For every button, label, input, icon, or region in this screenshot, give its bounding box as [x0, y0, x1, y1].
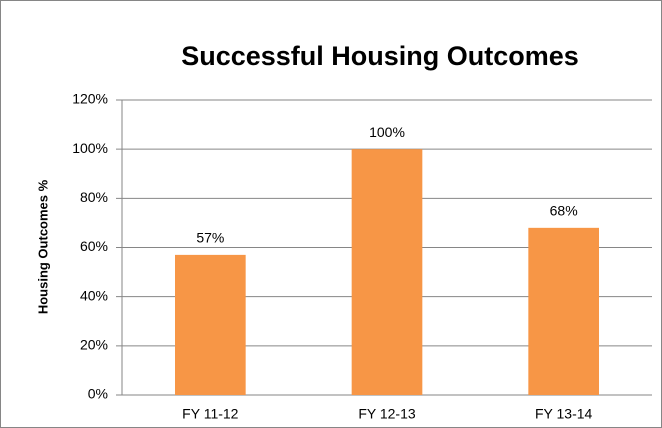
bar	[528, 227, 599, 395]
bar	[175, 254, 246, 395]
x-tick-label: FY 11-12	[182, 406, 239, 422]
y-axis-title: Housing Outcomes %	[35, 179, 50, 314]
x-tick-label: FY 12-13	[358, 406, 416, 422]
data-label: 100%	[369, 124, 405, 140]
data-label: 68%	[550, 203, 578, 219]
chart-title: Successful Housing Outcomes	[181, 41, 579, 71]
x-tick-label: FY 13-14	[535, 406, 593, 422]
data-label: 57%	[196, 230, 224, 246]
y-tick-label: 120%	[72, 91, 108, 107]
y-tick-label: 80%	[80, 189, 108, 205]
y-tick-label: 20%	[80, 337, 108, 353]
bar	[351, 149, 423, 395]
y-tick-label: 100%	[72, 140, 108, 156]
y-tick-label: 40%	[80, 287, 108, 303]
y-tick-label: 0%	[88, 386, 108, 402]
y-tick-label: 60%	[80, 238, 108, 254]
